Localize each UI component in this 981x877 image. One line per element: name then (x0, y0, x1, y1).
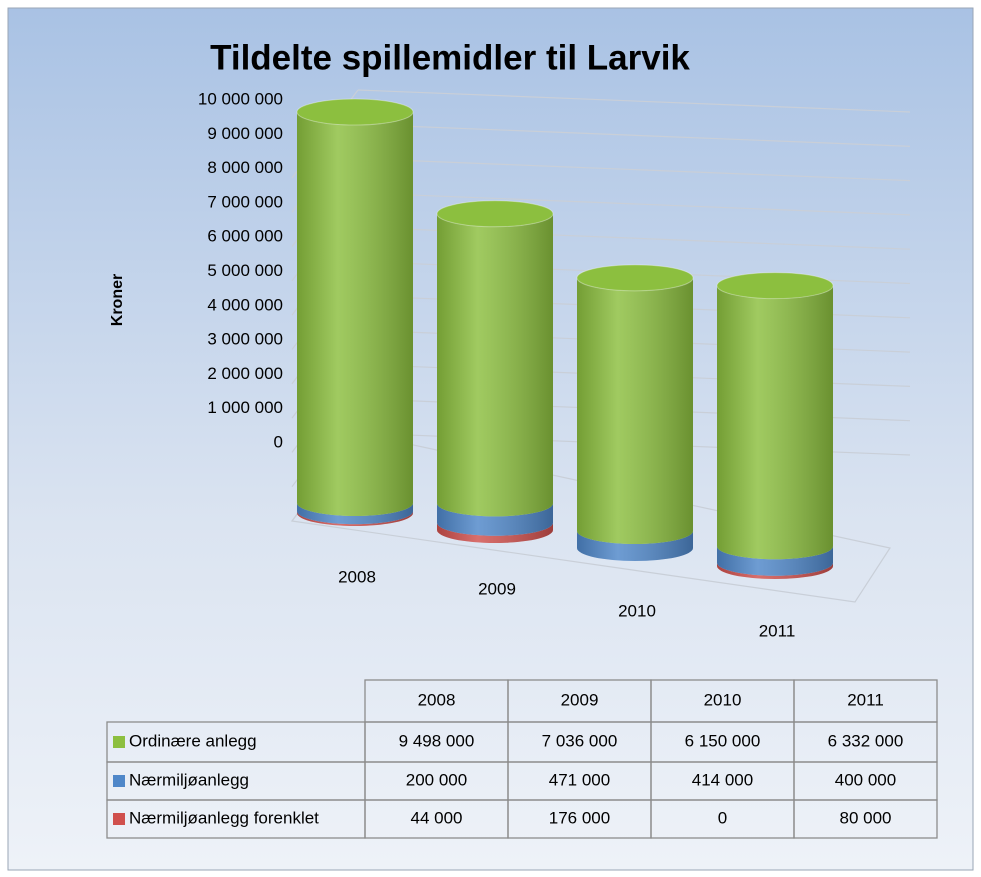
table-value: 6 150 000 (685, 731, 761, 750)
cylinder-shade (297, 502, 413, 525)
table-header: 2010 (704, 690, 742, 709)
y-tick-label: 8 000 000 (207, 158, 283, 177)
table-value: 6 332 000 (828, 731, 904, 750)
table-value: 0 (718, 808, 727, 827)
cylinder-shade (437, 213, 553, 517)
y-tick-label: 4 000 000 (207, 295, 283, 314)
cylinder-shade (297, 112, 413, 516)
cylinder-shade (717, 285, 833, 560)
grid-line (357, 89, 911, 113)
cylinder-shade (577, 530, 693, 561)
cylinder-shade (437, 503, 553, 536)
table-value: 414 000 (692, 770, 753, 789)
y-tick-label: 5 000 000 (207, 261, 283, 280)
table-value: 44 000 (411, 808, 463, 827)
y-tick-label: 2 000 000 (207, 364, 283, 383)
x-tick-label: 2009 (478, 579, 516, 598)
grid-line (357, 192, 911, 216)
grid-line (357, 123, 911, 147)
legend-label: Nærmiljøanlegg (129, 770, 249, 789)
table-cell (793, 799, 938, 839)
cylinder-cap (576, 264, 694, 292)
legend-label: Ordinære anlegg (129, 731, 257, 750)
y-tick-label: 7 000 000 (207, 192, 283, 211)
grid-line (357, 158, 911, 182)
legend-label: Nærmiljøanlegg forenklet (129, 808, 319, 827)
table-value: 200 000 (406, 770, 467, 789)
legend-swatch (113, 813, 125, 825)
table-value: 471 000 (549, 770, 610, 789)
y-axis-title: Kroner (109, 274, 126, 326)
table-value: 176 000 (549, 808, 610, 827)
y-tick-label: 1 000 000 (207, 398, 283, 417)
x-tick-label: 2008 (338, 567, 376, 586)
x-tick-label: 2010 (618, 601, 656, 620)
y-tick-label: 3 000 000 (207, 330, 283, 349)
table-header: 2011 (847, 690, 884, 709)
y-tick-label: 9 000 000 (207, 124, 283, 143)
cylinder-shade (717, 562, 833, 579)
table-header: 2009 (561, 690, 599, 709)
legend-swatch (113, 775, 125, 787)
y-tick-label: 0 (274, 432, 283, 451)
y-tick-label: 10 000 000 (198, 89, 283, 108)
table-value: 400 000 (835, 770, 896, 789)
chart-title: Tildelte spillemidler til Larvik (210, 38, 690, 77)
cylinder-cap (716, 272, 834, 300)
table-value: 7 036 000 (542, 731, 618, 750)
cylinder-cap (296, 98, 414, 126)
cylinder-shade (717, 546, 833, 576)
legend-swatch (113, 736, 125, 748)
cylinder-shade (437, 522, 553, 543)
y-tick-label: 6 000 000 (207, 227, 283, 246)
cylinder-cap (436, 200, 554, 228)
table-value: 80 000 (840, 808, 892, 827)
x-tick-label: 2011 (759, 621, 796, 640)
cylinder-shade (577, 277, 693, 544)
table-header: 2008 (418, 690, 456, 709)
table-value: 9 498 000 (399, 731, 475, 750)
